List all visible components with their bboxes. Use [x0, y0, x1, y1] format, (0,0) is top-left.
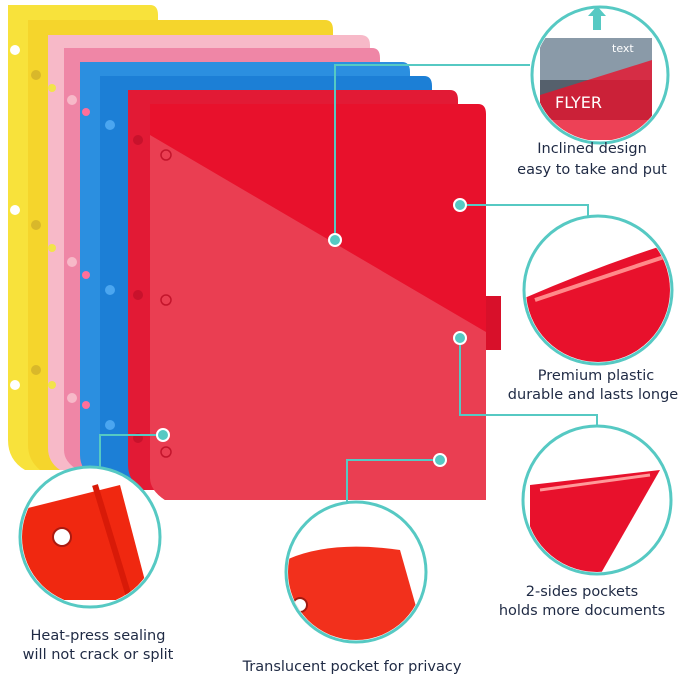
- detail-circle-sealing: [18, 465, 162, 609]
- caption: will not crack or split: [23, 647, 174, 663]
- detail-circle-plastic: [522, 214, 674, 366]
- captions: Inclined design easy to take and put Pre…: [23, 141, 679, 675]
- caption: Translucent pocket for privacy: [242, 659, 462, 675]
- inset-headline: FLYER: [555, 93, 602, 112]
- folders: [8, 5, 501, 500]
- inset-tag: text: [612, 42, 634, 55]
- caption: holds more documents: [499, 603, 665, 619]
- detail-circle-translucent: [284, 500, 428, 644]
- detail-circle-pockets: [521, 424, 673, 576]
- caption: easy to take and put: [517, 162, 667, 178]
- callout-lines: [99, 64, 598, 504]
- caption: durable and lasts longer: [508, 387, 679, 403]
- caption: Inclined design: [537, 141, 647, 157]
- detail-circle-inclined: text FLYER: [530, 5, 670, 145]
- caption: 2-sides pockets: [526, 584, 638, 600]
- caption: Heat-press sealing: [31, 628, 166, 644]
- caption: Premium plastic: [538, 368, 655, 384]
